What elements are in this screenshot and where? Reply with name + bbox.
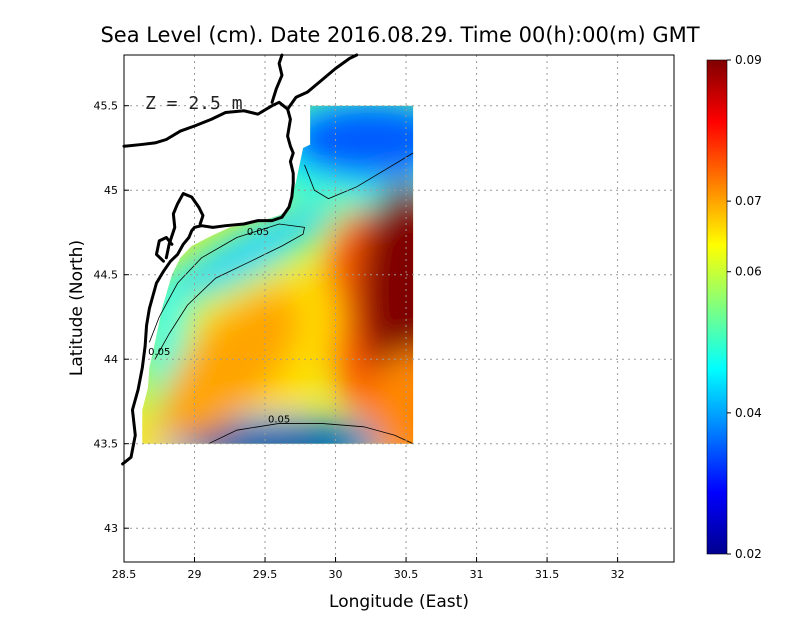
y-axis-label: Latitude (North) bbox=[67, 240, 87, 376]
colorbar-labels: 0.02 0.04 0.06 0.07 0.09 bbox=[727, 53, 762, 561]
x-tick-label: 29.5 bbox=[253, 568, 278, 581]
y-tick-label: 43.5 bbox=[94, 438, 119, 451]
x-tick-label: 31.5 bbox=[535, 568, 560, 581]
contour-line bbox=[304, 152, 414, 200]
coastline-lagoon bbox=[164, 192, 205, 260]
field-min bbox=[171, 204, 331, 295]
colorbar: 0.02 0.04 0.06 0.07 0.09 bbox=[706, 53, 762, 561]
y-tick-label: 43 bbox=[104, 522, 118, 535]
y-tick-label: 44 bbox=[104, 353, 118, 366]
colorbar-tick-label: 0.06 bbox=[735, 265, 762, 279]
coastline-north bbox=[270, 53, 284, 104]
colorbar-tick-label: 0.07 bbox=[735, 194, 762, 208]
x-tick-label: 29 bbox=[188, 568, 202, 581]
field-max bbox=[358, 181, 414, 402]
contour-label: 0.05 bbox=[268, 415, 290, 426]
colorbar-tick-label: 0.04 bbox=[735, 406, 762, 420]
contour-label: 0.05 bbox=[148, 347, 170, 358]
depth-annotation: Z = 2.5 m bbox=[145, 93, 243, 114]
contour-line bbox=[149, 223, 305, 360]
field-max bbox=[368, 349, 414, 444]
field-min bbox=[184, 427, 375, 444]
field-min bbox=[285, 105, 414, 180]
plot-border bbox=[123, 54, 675, 563]
colorbar-tick-label: 0.09 bbox=[735, 53, 762, 67]
field-max bbox=[158, 291, 301, 444]
colorbar-tick-label: 0.02 bbox=[735, 547, 762, 561]
coastline-main bbox=[121, 100, 295, 466]
y-tick-label: 45 bbox=[104, 184, 118, 197]
x-tick-label: 31 bbox=[470, 568, 484, 581]
grid bbox=[124, 55, 674, 562]
x-tick-label: 30.5 bbox=[394, 568, 419, 581]
y-tick-label: 44.5 bbox=[94, 269, 119, 282]
colorbar-gradient bbox=[706, 59, 728, 555]
y-ticks: 43 43.5 44 44.5 45 45.5 bbox=[94, 100, 129, 535]
x-tick-label: 28.5 bbox=[112, 568, 137, 581]
x-axis-label: Longitude (East) bbox=[329, 592, 469, 612]
coastline-northeast bbox=[286, 53, 359, 111]
contour-label: 0.05 bbox=[247, 227, 269, 238]
x-ticks: 28.5 29 29.5 30 30.5 31 31.5 32 bbox=[112, 557, 625, 581]
x-tick-label: 30 bbox=[329, 568, 343, 581]
contour-lines: 0.05 0.05 0.05 bbox=[148, 152, 414, 445]
chart-title: Sea Level (cm). Date 2016.08.29. Time 00… bbox=[100, 23, 699, 47]
coastline bbox=[121, 53, 359, 466]
y-tick-label: 45.5 bbox=[94, 100, 119, 113]
coastline-lagoon-small bbox=[154, 236, 174, 263]
contour-line bbox=[208, 423, 414, 445]
x-tick-label: 32 bbox=[611, 568, 625, 581]
